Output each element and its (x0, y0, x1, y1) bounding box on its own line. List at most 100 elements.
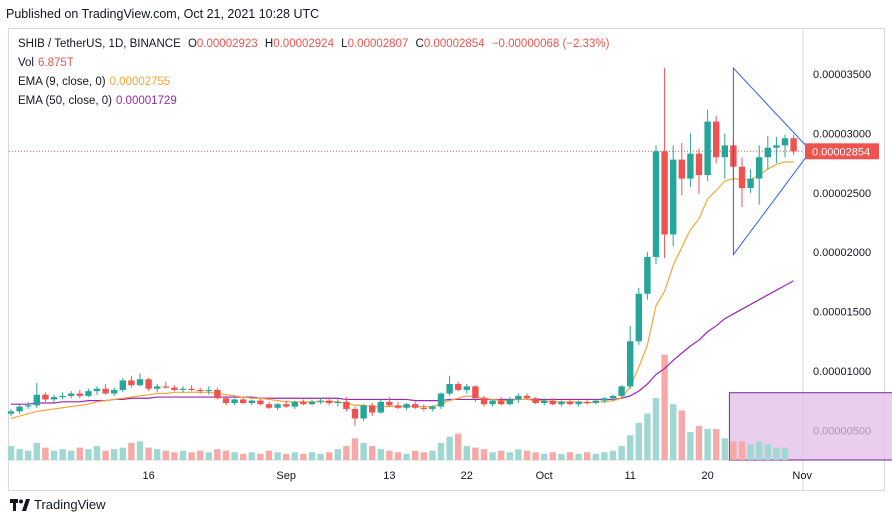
candle-body (394, 405, 402, 408)
volume-bar (145, 447, 152, 460)
volume-bar (455, 433, 462, 460)
change-value: −0.00000068 (−2.33%) (491, 38, 610, 50)
volume-bar (119, 447, 126, 460)
candle-body (93, 388, 101, 392)
volume-bar (756, 441, 763, 460)
candle-body (257, 400, 264, 405)
candle-body (713, 121, 720, 158)
ema50-value: 0.00001729 (115, 95, 177, 107)
candle-body (33, 394, 40, 406)
candle-body (351, 408, 359, 419)
ema50-label: EMA (50, close, 0) (18, 95, 112, 107)
candle-body (756, 157, 763, 179)
triangle-pattern (732, 66, 812, 257)
volume-bar (661, 354, 668, 460)
candle-body (171, 387, 178, 390)
candle-body (541, 400, 548, 404)
candle-body (463, 386, 470, 390)
published-caption: Published on TradingView.com, Oct 21, 20… (6, 7, 320, 21)
candle-body (7, 411, 15, 414)
volume-bar (695, 425, 703, 460)
candle-body (446, 384, 453, 394)
volume-bar (713, 429, 720, 460)
volume-bar (300, 453, 307, 460)
volume-bar (188, 452, 195, 460)
volume-bar (627, 435, 634, 460)
candle-body (334, 401, 341, 404)
candle-body (704, 121, 711, 176)
volume-bar (601, 452, 608, 460)
candle-body (601, 398, 608, 401)
candle-body (575, 401, 582, 405)
open-label: O (187, 38, 197, 50)
volume-bar (670, 404, 677, 460)
x-tick-label: 13 (383, 470, 395, 482)
candle-body (670, 159, 677, 235)
volume-bar (506, 452, 513, 460)
candle-body (76, 393, 83, 396)
x-tick-label: 16 (142, 470, 154, 482)
candle-body (523, 395, 531, 399)
high-label: H (264, 38, 274, 50)
candle-body (618, 386, 625, 396)
candle-body (111, 389, 118, 394)
volume-bar (704, 429, 711, 460)
volume-bar (102, 450, 109, 460)
ema50-row[interactable]: EMA (50, close, 0) 0.00001729 (18, 92, 609, 111)
candle-body (68, 393, 75, 396)
footer-brand[interactable]: TradingView (10, 497, 106, 512)
candle-body (566, 401, 574, 405)
last-price-tag-label: 0.00002854 (812, 146, 870, 158)
volume-bar (721, 438, 728, 460)
volume-bar (231, 452, 238, 460)
last-price-tag (805, 143, 879, 160)
candle-body (472, 386, 479, 399)
volume-bar (489, 452, 496, 460)
candle-body (609, 395, 617, 399)
ema9-row[interactable]: EMA (9, close, 0) 0.00002755 (18, 73, 609, 92)
candle-body (283, 404, 290, 407)
volume-bar (618, 446, 625, 460)
volume-bar (283, 453, 290, 460)
volume-bar (179, 450, 187, 460)
candle-body (635, 293, 642, 342)
candle-body (644, 256, 651, 294)
volume-bar (575, 453, 582, 460)
y-tick-label: 0.00001500 (813, 307, 871, 319)
volume-bar (240, 453, 247, 460)
volume-bar (291, 452, 298, 460)
x-tick-label: Nov (792, 470, 812, 482)
candle-body (179, 388, 187, 390)
y-tick-label: 0.00002500 (813, 188, 871, 200)
volume-bar (403, 453, 410, 460)
x-tick-label: Oct (536, 470, 553, 482)
volume-bar (360, 442, 367, 460)
volume-bar (635, 422, 642, 460)
candle-body (265, 404, 273, 408)
symbol-label[interactable]: SHIB / TetherUS, 1D, BINANCE (18, 38, 181, 50)
volume-bar (429, 450, 436, 460)
high-value: 0.00002924 (273, 38, 334, 50)
volume-bar (549, 452, 556, 460)
volume-label: Vol (18, 57, 34, 69)
candle-body (128, 380, 135, 386)
candle-body (205, 389, 212, 392)
candle-body (781, 138, 789, 146)
candle-body (145, 379, 152, 389)
candle-body (50, 397, 58, 400)
candle-body (377, 401, 384, 413)
volume-bar (773, 447, 780, 460)
volume-bar (377, 449, 384, 460)
volume-bar (420, 452, 427, 460)
candle-body (59, 395, 66, 398)
candle-body (455, 384, 462, 390)
volume-bar (205, 452, 212, 460)
candle-body (214, 389, 221, 399)
volume-bar (472, 447, 479, 460)
volume-bar (248, 452, 255, 460)
candle-body (222, 398, 230, 404)
volume-bar (644, 413, 651, 460)
candle-body (429, 406, 436, 409)
volume-row[interactable]: Vol 6.875T (18, 54, 609, 73)
